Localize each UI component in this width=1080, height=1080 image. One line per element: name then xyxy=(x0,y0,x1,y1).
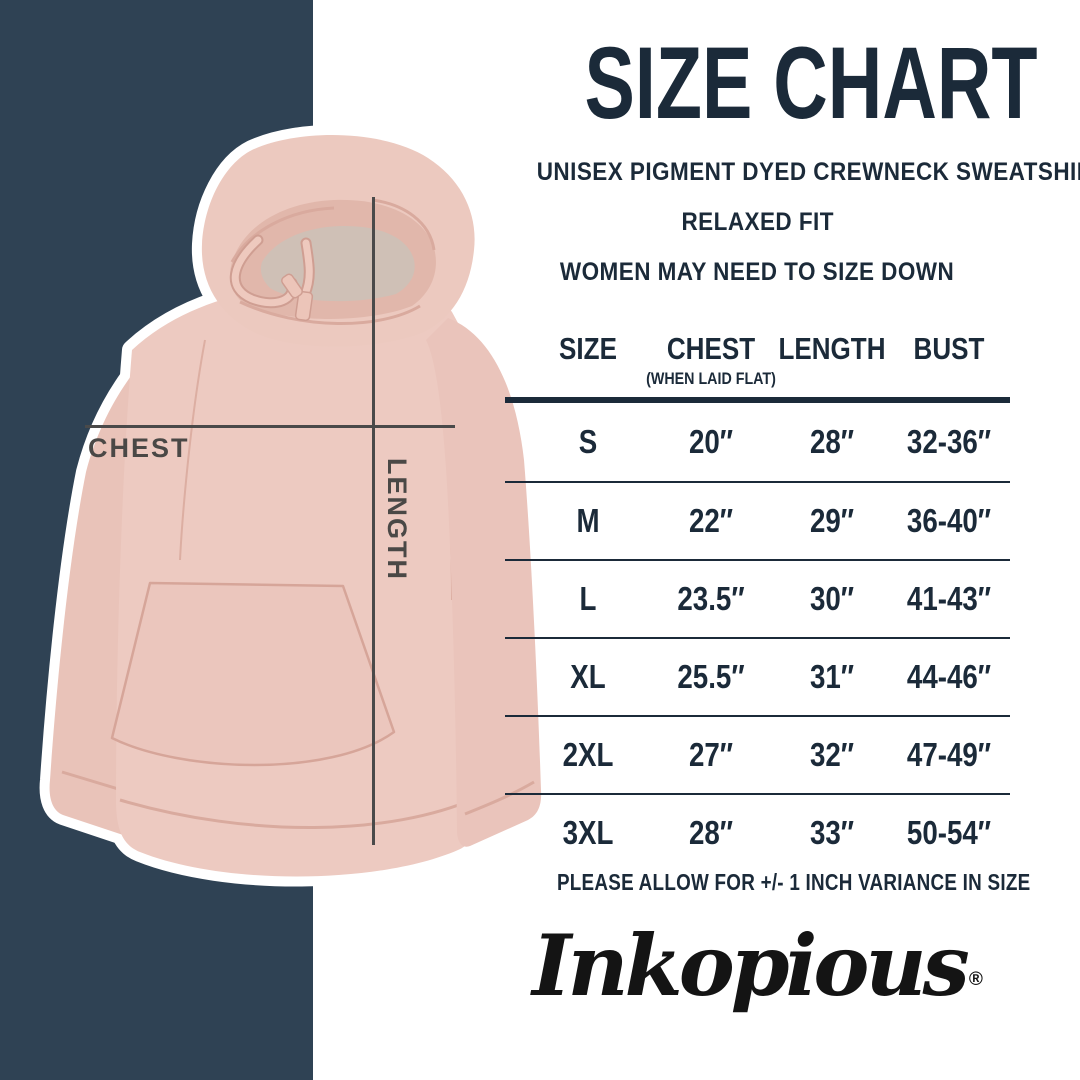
brand-logo: Inkopious ® xyxy=(532,916,983,1015)
table-row: XL 25.5″ 31″ 44-46″ xyxy=(505,637,1010,715)
variance-note: PLEASE ALLOW FOR +/- 1 INCH VARIANCE IN … xyxy=(556,869,1031,895)
size-table: SIZE CHEST LENGTH BUST (WHEN LAID FLAT) … xyxy=(505,315,1010,871)
table-row: S 20″ 28″ 32-36″ xyxy=(505,403,1010,481)
subtitle-sizing-advice: WOMEN MAY NEED TO SIZE DOWN xyxy=(560,258,955,286)
bust-value: 32-36″ xyxy=(906,423,992,460)
page-title-row: SIZE CHART xyxy=(505,29,1038,137)
subtitle-product: UNISEX PIGMENT DYED CREWNECK SWEATSHIRT xyxy=(536,158,1080,186)
size-value: M xyxy=(576,502,600,539)
length-value: 29″ xyxy=(809,502,855,539)
length-value: 32″ xyxy=(809,736,855,773)
column-header-bust: BUST xyxy=(913,331,985,366)
length-value: 31″ xyxy=(809,658,855,695)
column-header-size: SIZE xyxy=(559,331,617,366)
bust-value: 47-49″ xyxy=(906,736,992,773)
chest-value: 27″ xyxy=(688,736,734,773)
chest-measure-line xyxy=(85,425,455,428)
length-value: 28″ xyxy=(809,423,855,460)
header-divider xyxy=(505,397,1010,403)
size-chart-panel: SIZE CHART UNISEX PIGMENT DYED CREWNECK … xyxy=(505,0,1080,1080)
page-title: SIZE CHART xyxy=(584,26,1038,140)
length-measure-line xyxy=(372,197,375,845)
table-row: 3XL 28″ 33″ 50-54″ xyxy=(505,793,1010,871)
table-row: L 23.5″ 30″ 41-43″ xyxy=(505,559,1010,637)
chest-value: 28″ xyxy=(688,814,734,851)
length-value: 30″ xyxy=(809,580,855,617)
length-measure-label: LENGTH xyxy=(382,458,412,581)
hoodie-hood xyxy=(201,135,475,347)
bust-value: 50-54″ xyxy=(906,814,992,851)
bust-value: 44-46″ xyxy=(906,658,992,695)
table-row: 2XL 27″ 32″ 47-49″ xyxy=(505,715,1010,793)
size-value: L xyxy=(579,580,597,617)
column-header-chest: CHEST xyxy=(666,331,756,366)
size-value: 2XL xyxy=(562,736,614,773)
chest-value: 22″ xyxy=(688,502,734,539)
hoodie-pocket xyxy=(110,581,396,767)
subtitle-fit: RELAXED FIT xyxy=(681,208,834,236)
size-value: XL xyxy=(570,658,606,695)
size-table-header: SIZE CHEST LENGTH BUST (WHEN LAID FLAT) xyxy=(505,315,1010,403)
bust-value: 41-43″ xyxy=(906,580,992,617)
column-header-length: LENGTH xyxy=(778,331,886,366)
table-row: M 22″ 29″ 36-40″ xyxy=(505,481,1010,559)
chest-value: 20″ xyxy=(688,423,734,460)
chest-column-note: (WHEN LAID FLAT) xyxy=(646,369,776,388)
length-value: 33″ xyxy=(809,814,855,851)
brand-logo-row: Inkopious ® xyxy=(505,916,1010,1017)
hoodie-drawstrings xyxy=(229,234,315,322)
hoodie-right-sleeve xyxy=(426,318,542,847)
size-value: S xyxy=(578,423,598,460)
chest-measure-label: CHEST xyxy=(88,433,190,463)
chest-value: 23.5″ xyxy=(677,580,745,617)
variance-note-row: PLEASE ALLOW FOR +/- 1 INCH VARIANCE IN … xyxy=(505,869,1030,896)
bust-value: 36-40″ xyxy=(906,502,992,539)
chest-value: 25.5″ xyxy=(677,658,745,695)
hoodie-body xyxy=(116,285,480,877)
size-value: 3XL xyxy=(562,814,614,851)
registered-trademark-icon: ® xyxy=(968,969,983,990)
